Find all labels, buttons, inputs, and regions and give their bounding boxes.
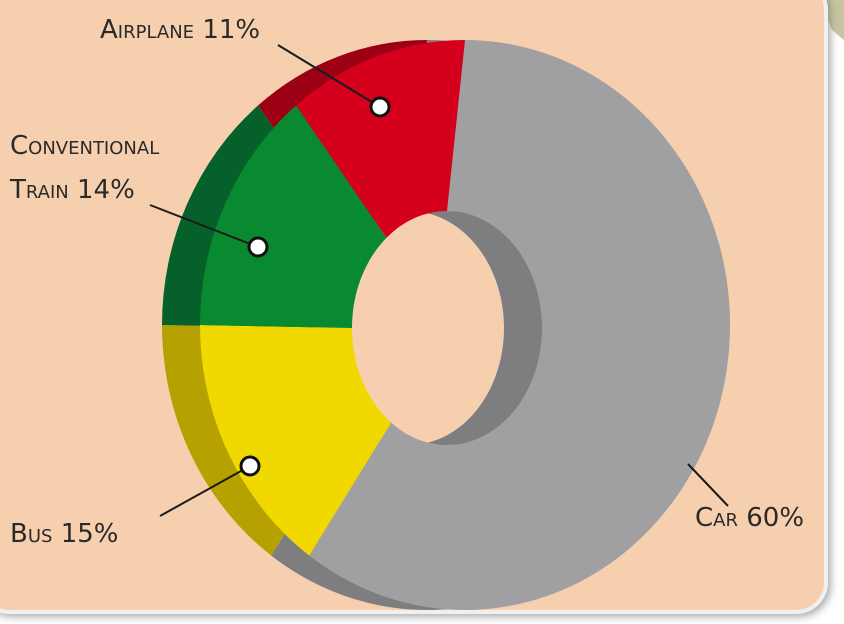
leader-dot	[239, 455, 261, 477]
slice-label: Bus 15%	[10, 519, 119, 549]
leader-line	[277, 44, 381, 108]
leader-dot	[247, 236, 269, 258]
slice-label: Conventional Train 14%	[10, 131, 160, 205]
slice	[200, 105, 387, 329]
slice	[309, 40, 731, 610]
slice-label: Airplane 11%	[100, 15, 261, 45]
slice	[200, 325, 392, 556]
leader-line	[159, 465, 251, 517]
leader-dot	[369, 96, 391, 118]
leader-line	[149, 204, 259, 248]
leader-line	[687, 463, 729, 507]
slice	[296, 40, 465, 238]
slice-label: Car 60%	[695, 503, 805, 533]
